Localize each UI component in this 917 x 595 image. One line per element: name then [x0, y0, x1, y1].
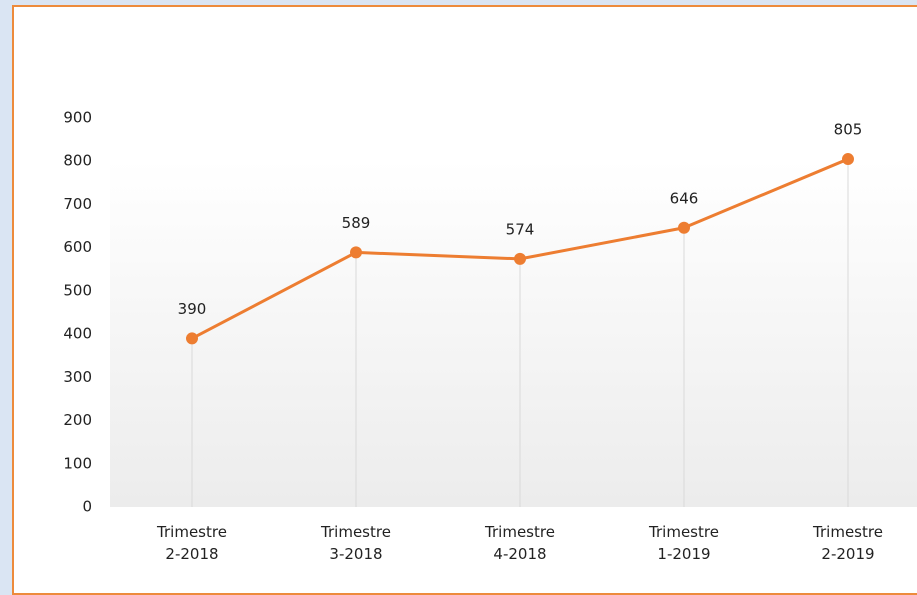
x-tick-label: Trimestre 3-2018 — [321, 523, 391, 563]
y-tick-label: 800 — [63, 152, 92, 170]
marker — [350, 246, 362, 259]
y-tick-label: 900 — [63, 109, 92, 127]
y-tick-label: 100 — [63, 454, 92, 472]
marker — [186, 332, 198, 345]
data-label: 574 — [506, 220, 535, 238]
page: 0 100 200 300 400 500 600 700 800 900 390 589 574 646… — [12, 5, 917, 595]
marker — [678, 221, 690, 234]
y-tick-label: 200 — [63, 411, 92, 429]
data-label: 805 — [834, 121, 863, 139]
marker — [842, 153, 854, 166]
data-label: 646 — [670, 189, 699, 207]
x-tick-label: Trimestre 4-2018 — [485, 523, 555, 563]
x-tick-label: Trimestre 2-2018 — [157, 523, 227, 563]
y-tick-label: 0 — [82, 498, 92, 516]
y-tick-label: 600 — [63, 238, 92, 256]
y-tick-label: 500 — [63, 281, 92, 299]
x-tick-label: Trimestre 1-2019 — [649, 523, 719, 563]
data-label: 390 — [178, 300, 207, 318]
plot-background — [110, 160, 917, 507]
marker — [514, 252, 526, 265]
data-label: 589 — [342, 214, 371, 232]
y-tick-label: 300 — [63, 368, 92, 386]
chart: 0 100 200 300 400 500 600 700 800 900 390 589 574 646… — [63, 109, 917, 516]
y-tick-label: 700 — [63, 195, 92, 213]
y-tick-label: 400 — [63, 325, 92, 343]
x-tick-label: Trimestre 2-2019 — [813, 523, 883, 563]
